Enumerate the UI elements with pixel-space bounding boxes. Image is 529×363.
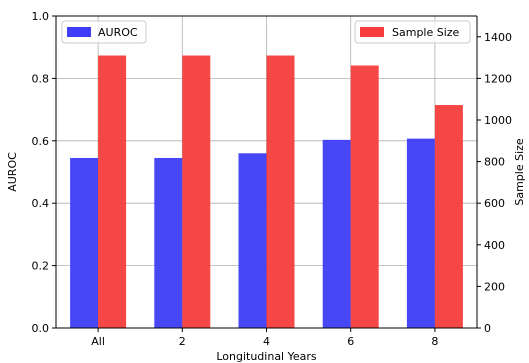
- bar-sample-size: [434, 105, 463, 328]
- legend-swatch-auroc: [67, 27, 91, 37]
- bars: [70, 55, 463, 329]
- bar-sample-size: [266, 55, 295, 329]
- bar-sample-size: [182, 55, 211, 329]
- tick-label-x: 2: [179, 335, 186, 348]
- tick-label-right: 400: [484, 239, 505, 252]
- legend-sample-size: Sample Size: [354, 20, 471, 44]
- tick-label-right: 1400: [484, 31, 512, 44]
- tick-label-x: All: [91, 335, 105, 348]
- tick-label-right: 800: [484, 156, 505, 169]
- ticks: 0.0 0.2 0.4 0.6 0.8 1.0 0 200 400 600 800 1000 1200 1…: [32, 10, 513, 348]
- bar-auroc: [238, 153, 267, 328]
- bar-sample-size: [98, 55, 127, 329]
- x-axis-label: Longitudinal Years: [216, 350, 317, 363]
- tick-label-left: 0.0: [32, 322, 50, 335]
- y-axis-right-label: Sample Size: [513, 138, 526, 206]
- bar-auroc: [406, 138, 435, 328]
- legend-swatch-sample-size: [360, 27, 384, 37]
- legend-box: [354, 20, 471, 44]
- bar-auroc: [154, 157, 183, 328]
- tick-label-x: 8: [431, 335, 438, 348]
- tick-label-x: 4: [263, 335, 270, 348]
- bar-sample-size: [350, 65, 379, 328]
- legend-box: [61, 20, 147, 44]
- bar-auroc: [322, 139, 351, 328]
- tick-label-left: 0.6: [32, 135, 50, 148]
- y-axis-left-label: AUROC: [6, 152, 19, 192]
- legend-label-sample-size: Sample Size: [392, 26, 460, 39]
- tick-label-right: 1200: [484, 72, 512, 85]
- tick-label-left: 0.8: [32, 72, 50, 85]
- tick-label-left: 0.2: [32, 260, 50, 273]
- tick-label-right: 600: [484, 197, 505, 210]
- bar-auroc: [70, 157, 99, 328]
- tick-label-right: 1000: [484, 114, 512, 127]
- tick-label-right: 0: [484, 322, 491, 335]
- tick-label-left: 0.4: [32, 197, 50, 210]
- legend-label-auroc: AUROC: [98, 26, 138, 39]
- tick-label-x: 6: [347, 335, 354, 348]
- legend-auroc: AUROC: [61, 20, 147, 44]
- tick-label-left: 1.0: [32, 10, 50, 23]
- tick-label-right: 200: [484, 280, 505, 293]
